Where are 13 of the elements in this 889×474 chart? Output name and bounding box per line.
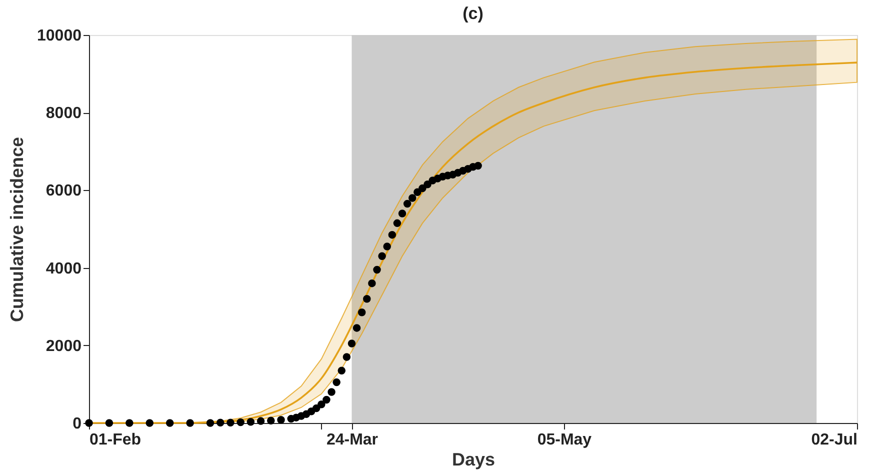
x-tick-label: 01-Feb <box>90 432 142 448</box>
chart-title: (c) <box>462 4 484 23</box>
y-tick-label: 4000 <box>46 260 82 278</box>
y-tick-label: 0 <box>72 416 82 432</box>
x-tick-label: 24-Mar <box>326 432 378 448</box>
x-tick-label: 02-Jul <box>811 432 858 448</box>
x-axis-title: Days <box>452 450 496 470</box>
x-tick-label: 05-May <box>537 432 592 448</box>
y-axis-title: Cumulative incidence <box>7 136 28 322</box>
y-tick-label: 6000 <box>46 182 82 200</box>
y-tick-label: 10000 <box>37 28 82 44</box>
y-tick-label: 2000 <box>46 338 82 355</box>
y-tick-label: 8000 <box>46 105 82 122</box>
